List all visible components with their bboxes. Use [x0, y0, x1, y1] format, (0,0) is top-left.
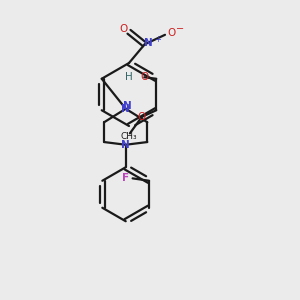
Text: N: N — [121, 140, 130, 150]
Text: O: O — [140, 72, 148, 82]
Text: O: O — [137, 112, 146, 122]
Text: N: N — [123, 101, 132, 111]
Text: O: O — [119, 24, 128, 34]
Text: CH₃: CH₃ — [120, 132, 137, 141]
Text: H: H — [125, 72, 133, 82]
Text: O: O — [167, 28, 176, 38]
Text: N: N — [121, 104, 130, 114]
Text: N: N — [144, 38, 153, 48]
Text: F: F — [122, 173, 130, 183]
Text: −: − — [176, 24, 184, 34]
Text: +: + — [154, 34, 161, 43]
